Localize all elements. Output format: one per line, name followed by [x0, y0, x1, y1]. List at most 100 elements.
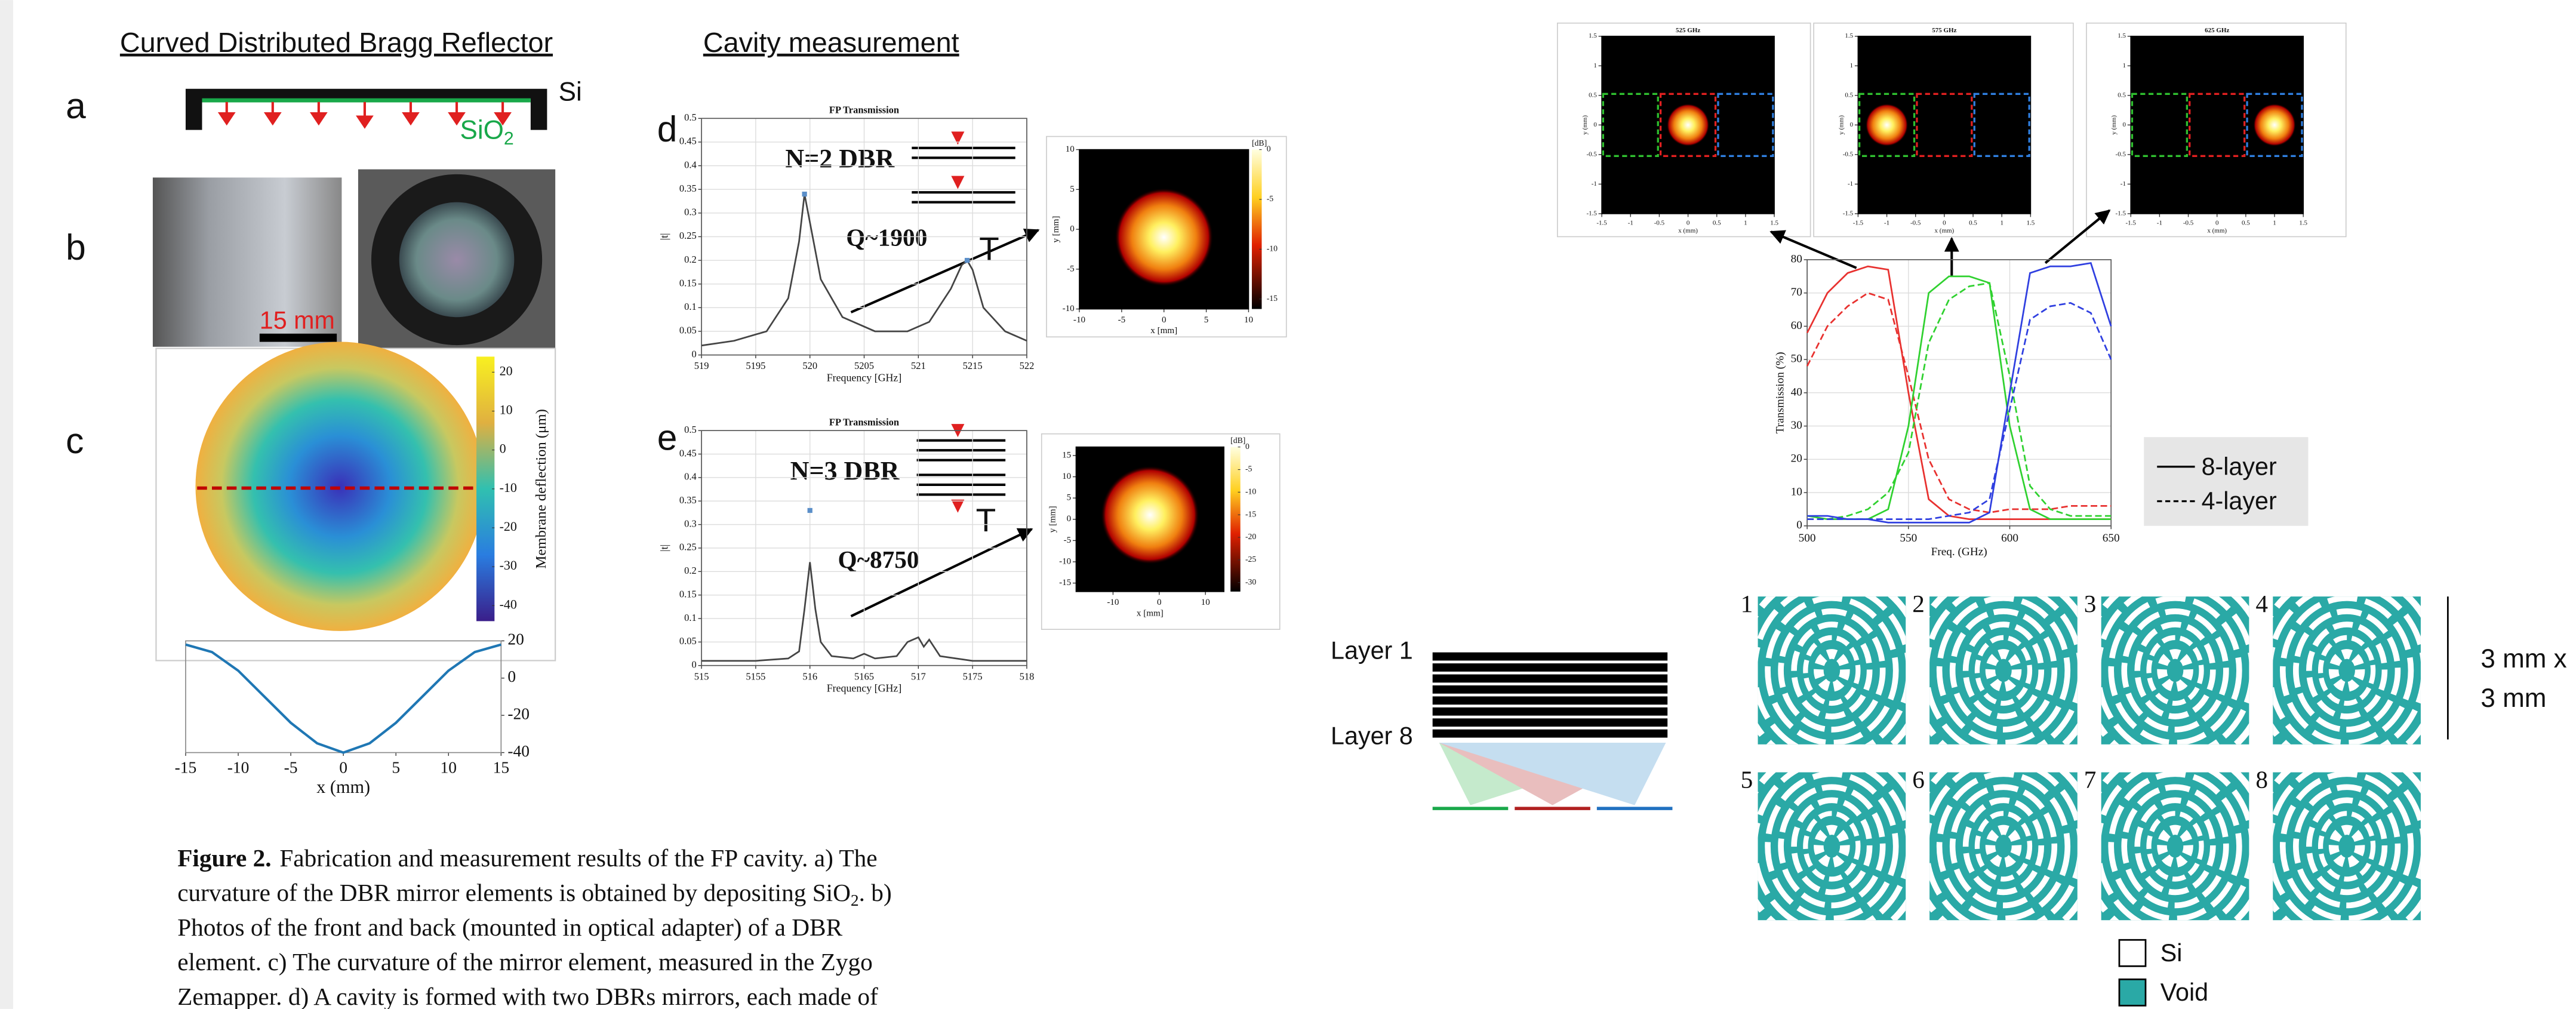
y-tick-label: 20	[507, 630, 524, 648]
y-tick-label: 0	[1593, 121, 1597, 128]
field-spot	[1667, 104, 1710, 147]
panel-label: a	[66, 85, 86, 126]
legend-label: 8-layer	[2202, 453, 2277, 480]
x-tick-label: -1	[2157, 219, 2162, 226]
colorbar-tick-label: 0	[500, 441, 506, 456]
caption-line: Photos of the front and back (mounted in…	[177, 913, 842, 942]
y-tick-label: -1.5	[2116, 210, 2126, 217]
y-tick-label: 0	[1067, 514, 1072, 524]
layer	[1433, 730, 1668, 738]
y-tick-label: -1	[2120, 180, 2126, 187]
y-tick-label: -40	[507, 742, 530, 760]
x-tick-label: 520	[802, 360, 817, 371]
y-tick-label: -10	[1063, 304, 1075, 313]
x-axis-label: Frequency [GHz]	[827, 682, 902, 694]
y-tick-label: -1	[1592, 180, 1597, 187]
annotation: Q~1900	[846, 223, 927, 251]
peak-marker	[802, 192, 807, 196]
panel-label: e	[657, 417, 678, 458]
y-tick-label: 80	[1791, 253, 1802, 265]
caption-text: curvature of the DBR mirror elements is …	[177, 879, 851, 906]
x-tick-label: 5215	[963, 360, 983, 371]
beams	[1439, 743, 1666, 805]
field-spot	[1101, 466, 1199, 564]
y-tick-label: 40	[1791, 386, 1802, 398]
x-tick-label: -10	[1107, 598, 1119, 607]
colorbar-tick-label: 0	[1245, 442, 1249, 451]
series-line	[1807, 283, 2111, 519]
tile-label: 7	[2084, 766, 2097, 793]
tile-label: 8	[2255, 766, 2268, 793]
y-axis-label: |t|	[658, 233, 670, 240]
x-tick-label: 600	[2001, 532, 2018, 545]
colorbar-tick-label: -20	[500, 519, 517, 534]
colorbar-tick-label: 20	[500, 363, 513, 378]
x-tick-label: 15	[493, 758, 510, 776]
y-tick-label: 0	[1796, 519, 1802, 531]
colorbar-tick-label: -5	[1245, 464, 1252, 473]
chart-title: 625 GHz	[2205, 27, 2229, 34]
x-axis-label: x [mm]	[1137, 608, 1164, 618]
layer-label: Layer 1	[1331, 637, 1413, 665]
y-tick-label: 15	[1062, 450, 1071, 460]
scale-bar	[260, 334, 337, 342]
tile-label: 4	[2255, 590, 2268, 617]
chart-title: 575 GHz	[1932, 27, 1956, 34]
y-tick-label: 0	[2122, 121, 2126, 128]
layer	[1433, 696, 1668, 705]
colorbar-tick-label: -10	[1245, 487, 1256, 496]
pattern-tile	[1740, 747, 1923, 945]
layer	[1433, 718, 1668, 727]
y-tick-label: 0	[1070, 224, 1075, 234]
y-tick-label: -0.5	[1843, 150, 1854, 158]
colorbar-tick-label: -20	[1245, 532, 1256, 541]
x-tick-label: 1.5	[1770, 219, 1778, 226]
y-tick-label: 10	[1791, 485, 1802, 498]
y-axis-label: y (mm)	[2110, 115, 2118, 135]
tile-label: 1	[1741, 590, 1753, 617]
tile-label: 6	[1912, 766, 1925, 793]
caption-line: curvature of the DBR mirror elements is …	[177, 879, 891, 909]
layer	[1433, 663, 1668, 672]
caption-line: Figure 2.Fabrication and measurement res…	[177, 845, 877, 873]
y-axis-label: Transmission (%)	[1774, 352, 1786, 434]
x-axis-label: x [mm]	[1150, 326, 1177, 336]
y-tick-label: 50	[1791, 353, 1802, 365]
x-tick-label: -10	[1073, 315, 1085, 325]
x-tick-label: 1	[2000, 219, 2003, 226]
y-tick-label: 0.4	[684, 159, 697, 170]
colorbar-tick-label: -15	[1245, 509, 1256, 518]
pattern-tile	[2083, 747, 2267, 945]
side-strip	[0, 0, 13, 1009]
panel-label: c	[66, 420, 84, 461]
x-axis-label: Frequency [GHz]	[827, 371, 902, 383]
x-tick-label: 5	[1204, 315, 1209, 325]
annotation: T	[976, 502, 996, 539]
y-axis-label: y (mm)	[1581, 115, 1589, 135]
x-tick-label: -1.5	[1853, 219, 1864, 226]
y-tick-label: 0.25	[679, 230, 697, 241]
y-tick-label: 0.1	[684, 612, 697, 623]
legend-swatch	[2119, 979, 2146, 1005]
y-tick-label: 0.05	[679, 325, 697, 336]
colorbar-tick-label: -10	[1267, 244, 1278, 253]
x-tick-label: 1	[1744, 219, 1747, 226]
x-tick-label: 10	[441, 758, 457, 776]
caption-sub: 2	[851, 891, 859, 909]
y-tick-label: 0	[692, 348, 697, 359]
caption-label: Figure 2.	[177, 845, 271, 872]
colorbar-tick-label: -15	[1267, 294, 1278, 303]
colorbar-tick-label: -10	[500, 480, 517, 495]
x-tick-label: 0	[1943, 219, 1946, 226]
y-tick-label: -0.5	[2116, 150, 2126, 158]
y-tick-label: -15	[1059, 578, 1071, 587]
y-tick-label: 0	[507, 667, 516, 685]
panel-label: d	[657, 108, 678, 149]
legend-swatch	[2119, 940, 2146, 966]
x-tick-label: 0.5	[1969, 219, 1977, 226]
tile-label: 3	[2084, 590, 2097, 617]
colorbar-unit: [dB]	[1252, 139, 1267, 147]
x-tick-label: 5195	[746, 360, 765, 371]
colorbar	[476, 356, 494, 621]
x-tick-label: 10	[1201, 598, 1210, 607]
